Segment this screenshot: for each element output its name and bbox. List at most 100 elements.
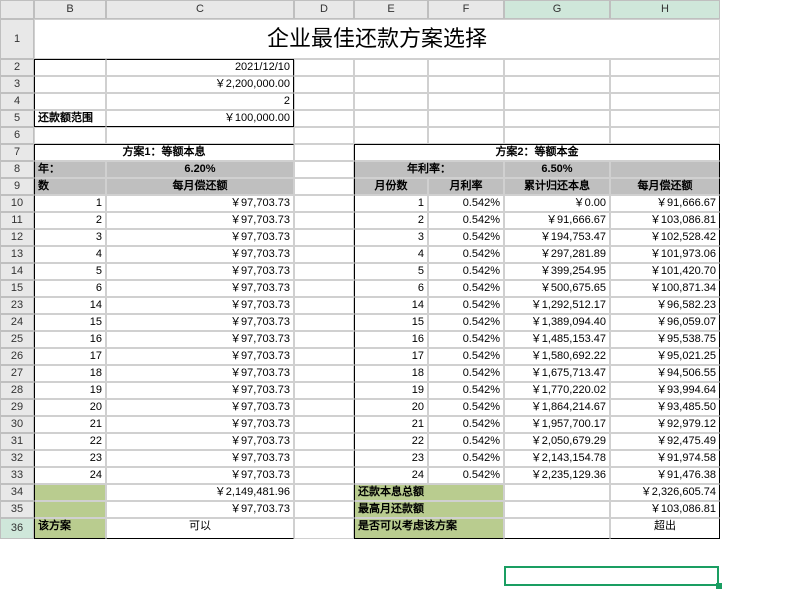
row-31[interactable]: 31 (0, 433, 34, 450)
gap[interactable] (294, 399, 354, 416)
p2-rate[interactable]: 0.542% (428, 348, 504, 365)
p1-pay[interactable]: ￥97,703.73 (106, 382, 294, 399)
gap[interactable] (294, 433, 354, 450)
p2-pay[interactable]: ￥92,475.49 (610, 433, 720, 450)
spreadsheet-grid[interactable]: B C D E F G H 1 企业最佳还款方案选择 2 2021/12/10 … (0, 0, 808, 195)
p2-cum[interactable]: ￥399,254.95 (504, 263, 610, 280)
param2[interactable]: 2 (106, 93, 294, 110)
gap[interactable] (294, 246, 354, 263)
p1-pay[interactable]: ￥97,703.73 (106, 365, 294, 382)
gap[interactable] (294, 314, 354, 331)
p2-idx[interactable]: 22 (354, 433, 428, 450)
p1-idx[interactable]: 2 (34, 212, 106, 229)
p1-idx[interactable]: 6 (34, 280, 106, 297)
p2-rate[interactable]: 0.542% (428, 263, 504, 280)
p2-pay[interactable]: ￥102,528.42 (610, 229, 720, 246)
row-14[interactable]: 14 (0, 263, 34, 280)
p1-pay[interactable]: ￥97,703.73 (106, 246, 294, 263)
p2-pay[interactable]: ￥96,059.07 (610, 314, 720, 331)
p2-cum[interactable]: ￥2,235,129.36 (504, 467, 610, 484)
p2-cum[interactable]: ￥500,675.65 (504, 280, 610, 297)
p1-idx[interactable]: 15 (34, 314, 106, 331)
plan2-max[interactable]: ￥103,086.81 (610, 501, 720, 518)
col-H[interactable]: H (610, 0, 720, 19)
p2-pay[interactable]: ￥95,021.25 (610, 348, 720, 365)
p2-pay[interactable]: ￥91,974.58 (610, 450, 720, 467)
p1-pay[interactable]: ￥97,703.73 (106, 212, 294, 229)
p2-pay[interactable]: ￥103,086.81 (610, 212, 720, 229)
row-1[interactable]: 1 (0, 19, 34, 59)
p1-idx[interactable]: 18 (34, 365, 106, 382)
p2-rate[interactable]: 0.542% (428, 450, 504, 467)
p2-idx[interactable]: 2 (354, 212, 428, 229)
row-4[interactable]: 4 (0, 93, 34, 110)
p2-pay[interactable]: ￥100,871.34 (610, 280, 720, 297)
p2-cum[interactable]: ￥1,292,512.17 (504, 297, 610, 314)
p1-pay[interactable]: ￥97,703.73 (106, 399, 294, 416)
row-3[interactable]: 3 (0, 76, 34, 93)
row-6[interactable]: 6 (0, 127, 34, 144)
p2-idx[interactable]: 17 (354, 348, 428, 365)
col-E[interactable]: E (354, 0, 428, 19)
row-26[interactable]: 26 (0, 348, 34, 365)
p2-idx[interactable]: 1 (354, 195, 428, 212)
p2-rate[interactable]: 0.542% (428, 365, 504, 382)
p1-pay[interactable]: ￥97,703.73 (106, 433, 294, 450)
p2-rate[interactable]: 0.542% (428, 382, 504, 399)
p1-pay[interactable]: ￥97,703.73 (106, 229, 294, 246)
plan1-monthly[interactable]: ￥97,703.73 (106, 501, 294, 518)
gap[interactable] (294, 331, 354, 348)
gap[interactable] (294, 263, 354, 280)
p2-pay[interactable]: ￥91,476.38 (610, 467, 720, 484)
p2-idx[interactable]: 3 (354, 229, 428, 246)
p1-idx[interactable]: 4 (34, 246, 106, 263)
p1-pay[interactable]: ￥97,703.73 (106, 195, 294, 212)
gap[interactable] (294, 382, 354, 399)
p1-pay[interactable]: ￥97,703.73 (106, 348, 294, 365)
row-29[interactable]: 29 (0, 399, 34, 416)
p2-idx[interactable]: 16 (354, 331, 428, 348)
p2-pay[interactable]: ￥96,582.23 (610, 297, 720, 314)
p2-pay[interactable]: ￥101,973.06 (610, 246, 720, 263)
p2-pay[interactable]: ￥95,538.75 (610, 331, 720, 348)
p2-rate[interactable]: 0.542% (428, 416, 504, 433)
p2-cum[interactable]: ￥1,770,220.02 (504, 382, 610, 399)
p2-cum[interactable]: ￥1,485,153.47 (504, 331, 610, 348)
row-11[interactable]: 11 (0, 212, 34, 229)
gap[interactable] (294, 280, 354, 297)
p2-idx[interactable]: 21 (354, 416, 428, 433)
p2-idx[interactable]: 19 (354, 382, 428, 399)
col-B[interactable]: B (34, 0, 106, 19)
row-2[interactable]: 2 (0, 59, 34, 76)
p1-idx[interactable]: 19 (34, 382, 106, 399)
p2-cum[interactable]: ￥1,957,700.17 (504, 416, 610, 433)
p2-idx[interactable]: 14 (354, 297, 428, 314)
gap[interactable] (294, 229, 354, 246)
gap[interactable] (294, 212, 354, 229)
p2-rate[interactable]: 0.542% (428, 433, 504, 450)
p2-idx[interactable]: 20 (354, 399, 428, 416)
p2-pay[interactable]: ￥93,994.64 (610, 382, 720, 399)
row-25[interactable]: 25 (0, 331, 34, 348)
p2-rate[interactable]: 0.542% (428, 229, 504, 246)
date-cell[interactable]: 2021/12/10 (106, 59, 294, 76)
gap[interactable] (294, 450, 354, 467)
row-10[interactable]: 10 (0, 195, 34, 212)
p2-rate[interactable]: 0.542% (428, 314, 504, 331)
gap[interactable] (294, 467, 354, 484)
row-9[interactable]: 9 (0, 178, 34, 195)
row-32[interactable]: 32 (0, 450, 34, 467)
row-35[interactable]: 35 (0, 501, 34, 518)
range-value[interactable]: ￥100,000.00 (106, 110, 294, 127)
p2-cum[interactable]: ￥1,389,094.40 (504, 314, 610, 331)
p2-cum[interactable]: ￥1,864,214.67 (504, 399, 610, 416)
row-7[interactable]: 7 (0, 144, 34, 161)
p1-idx[interactable]: 21 (34, 416, 106, 433)
p1-idx[interactable]: 20 (34, 399, 106, 416)
gap[interactable] (294, 365, 354, 382)
p1-pay[interactable]: ￥97,703.73 (106, 450, 294, 467)
p1-pay[interactable]: ￥97,703.73 (106, 467, 294, 484)
p1-pay[interactable]: ￥97,703.73 (106, 416, 294, 433)
row-30[interactable]: 30 (0, 416, 34, 433)
p2-idx[interactable]: 23 (354, 450, 428, 467)
